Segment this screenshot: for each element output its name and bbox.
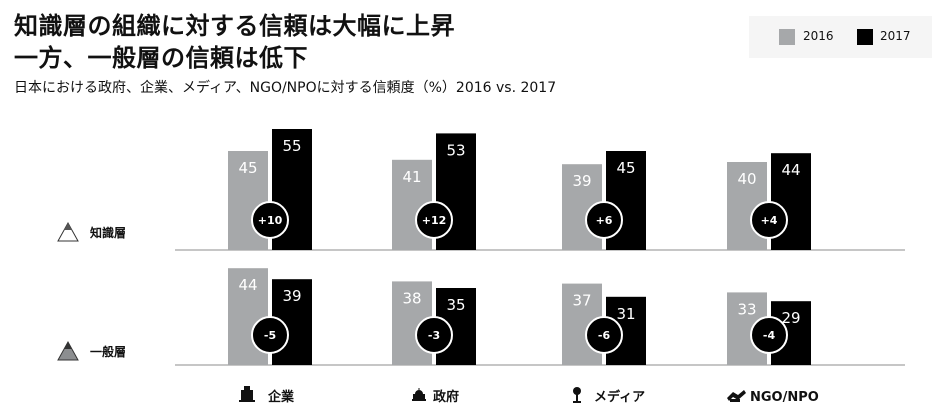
change-badge xyxy=(585,201,623,239)
legend-swatch-2016 xyxy=(779,29,795,45)
building-icon xyxy=(239,386,255,402)
change-badge-label: +6 xyxy=(596,214,613,227)
category-label: 政府 xyxy=(433,389,459,405)
category-label: メディア xyxy=(594,389,645,405)
data-label-2016: 39 xyxy=(572,172,591,190)
group-label: 知識層 xyxy=(89,225,126,240)
data-label-2017: 44 xyxy=(781,161,800,179)
data-label-2017: 31 xyxy=(616,305,635,323)
change-badge-label: +12 xyxy=(422,214,447,227)
data-label-2016: 38 xyxy=(402,289,421,307)
legend-swatch-2017 xyxy=(857,29,873,45)
change-badge xyxy=(750,316,788,354)
change-badge xyxy=(750,201,788,239)
change-badge-label: -3 xyxy=(428,329,440,342)
data-label-2017: 55 xyxy=(282,137,301,155)
category-label: 企業 xyxy=(267,389,295,405)
knowledge-triangle-icon xyxy=(57,221,79,242)
data-label-2016: 44 xyxy=(238,276,257,294)
general-triangle-icon xyxy=(57,340,79,361)
change-badge-label: -6 xyxy=(598,329,611,342)
chart-subtitle: 日本における政府、企業、メディア、NGO/NPOに対する信頼度（%）2016 v… xyxy=(14,80,557,96)
data-label-2016: 45 xyxy=(238,159,257,177)
data-label-2017: 29 xyxy=(781,309,800,327)
data-label-2016: 40 xyxy=(737,170,756,188)
capitol-icon xyxy=(412,388,426,401)
category-label: NGO/NPO xyxy=(750,390,819,405)
data-label-2017: 39 xyxy=(282,287,301,305)
change-badge-label: +4 xyxy=(761,214,778,227)
knowledge-triangle-tip-icon xyxy=(64,223,72,230)
data-label-2016: 37 xyxy=(572,292,591,310)
change-badge xyxy=(251,201,289,239)
change-badge xyxy=(585,316,623,354)
change-badge xyxy=(415,316,453,354)
data-label-2017: 35 xyxy=(446,296,465,314)
change-badge xyxy=(251,316,289,354)
hands-icon xyxy=(727,390,746,402)
legend-label-2016: 2016 xyxy=(803,29,834,43)
general-triangle-tip-icon xyxy=(64,342,72,349)
change-badge xyxy=(415,201,453,239)
data-label-2017: 45 xyxy=(616,159,635,177)
change-badge-label: -5 xyxy=(264,329,276,342)
legend: 2016 2017 xyxy=(749,16,932,58)
change-badge-label: -4 xyxy=(763,329,776,342)
data-label-2016: 33 xyxy=(737,300,756,318)
change-badge-label: +10 xyxy=(258,214,283,227)
data-label-2016: 41 xyxy=(402,168,421,186)
chart-title-line-2: 一方、一般層の信頼は低下 xyxy=(14,44,308,72)
data-label-2017: 53 xyxy=(446,141,465,159)
chart-title-line-1: 知識層の組織に対する信頼は大幅に上昇 xyxy=(14,12,455,40)
group-label: 一般層 xyxy=(90,344,126,359)
legend-label-2017: 2017 xyxy=(880,29,911,43)
microphone-icon xyxy=(573,387,581,403)
